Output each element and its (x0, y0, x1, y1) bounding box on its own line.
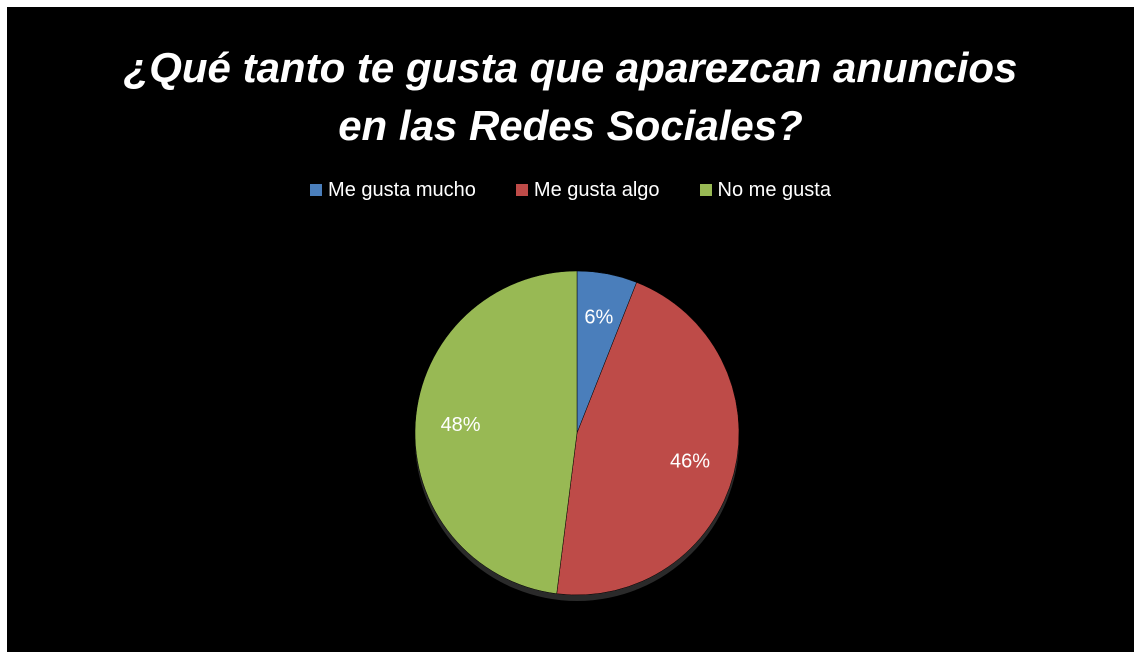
chart-legend: Me gusta mucho Me gusta algo No me gusta (7, 177, 1134, 203)
slice-label-me-gusta-mucho: 6% (584, 307, 613, 329)
chart-area: ¿Qué tanto te gusta que aparezcan anunci… (7, 7, 1134, 652)
legend-swatch-me-gusta-mucho (310, 184, 323, 196)
pie-slice-me-gusta-algo (556, 282, 740, 596)
pie-chart: 6% 46% 48% (414, 270, 740, 601)
legend-item-me-gusta-mucho: Me gusta mucho (310, 177, 476, 203)
slice-label-no-me-gusta: 48% (441, 414, 481, 436)
legend-item-me-gusta-algo: Me gusta algo (515, 177, 660, 203)
legend-label-me-gusta-algo: Me gusta algo (533, 179, 660, 201)
chart-title-line-1: ¿Qué tanto te gusta que aparezcan anunci… (123, 44, 1018, 91)
legend-label-me-gusta-mucho: Me gusta mucho (328, 179, 476, 201)
legend-item-no-me-gusta: No me gusta (699, 177, 831, 203)
pie-slice-no-me-gusta (414, 270, 578, 595)
slice-label-me-gusta-algo: 46% (670, 450, 710, 472)
chart-title-line-2: en las Redes Sociales? (338, 102, 803, 149)
legend-swatch-me-gusta-algo (515, 184, 528, 196)
legend-swatch-no-me-gusta (699, 184, 712, 196)
pie-group: 6% 46% 48% (414, 270, 740, 601)
legend-label-no-me-gusta: No me gusta (717, 179, 831, 201)
chart-title: ¿Qué tanto te gusta que aparezcan anunci… (7, 39, 1134, 155)
